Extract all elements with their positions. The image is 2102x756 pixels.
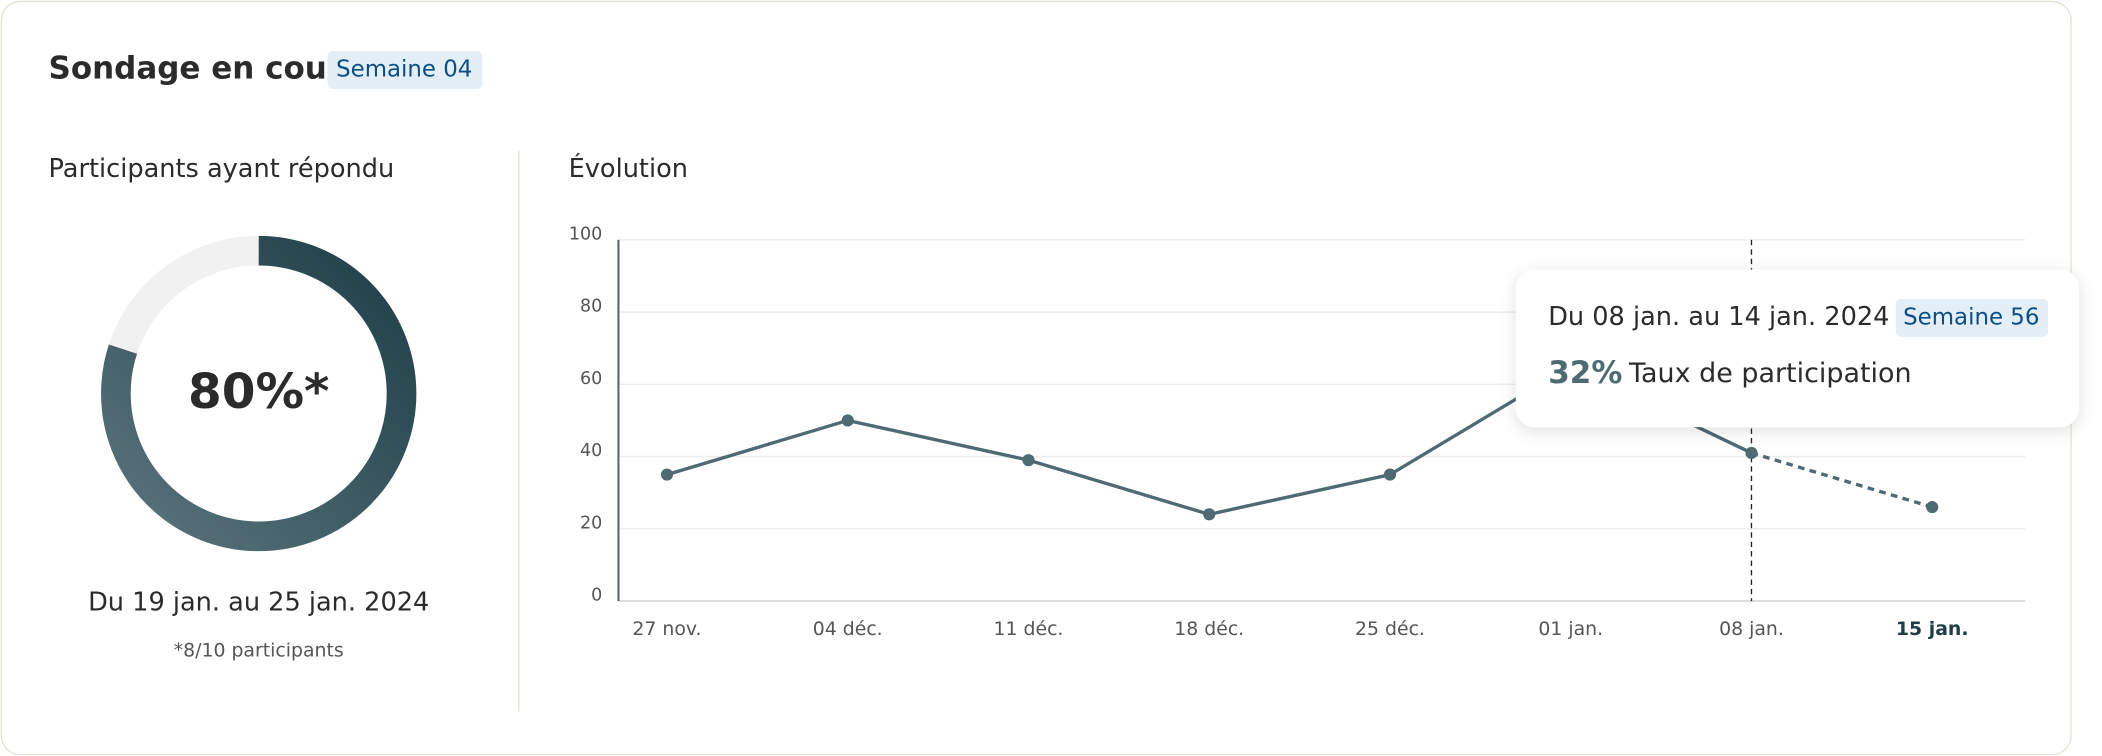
period: Du 19 jan. au 25 jan. 2024 [88, 588, 429, 618]
point [1926, 501, 1939, 514]
point [1745, 446, 1758, 460]
tooltip-badge-text: Semaine 56 [1903, 305, 2039, 331]
x-tick-label: 01 jan. [1538, 618, 1603, 640]
footnote: *8/10 participants [174, 639, 344, 661]
tooltip-value: 32% [1548, 355, 1622, 391]
y-tick-label: 80 [580, 297, 602, 317]
donut-label: 80%* [188, 364, 329, 420]
badge-text: Semaine 04 [336, 57, 472, 83]
point [660, 468, 674, 481]
card-title: Sondage en cours [49, 51, 361, 87]
y-tick-label: 100 [569, 224, 602, 244]
y-tick-label: 0 [591, 586, 602, 606]
chart-title: Évolution [569, 154, 688, 184]
y-tick-label: 40 [580, 441, 602, 461]
y-tick-label: 60 [580, 369, 602, 389]
tooltip-title: Du 08 jan. au 14 jan. 2024 [1548, 302, 1889, 332]
x-tick-label: 11 déc. [994, 618, 1064, 640]
donut-arc [101, 235, 417, 552]
x-tick-label: 25 déc. [1355, 618, 1425, 640]
tooltip-label: Taux de participation [1628, 358, 1912, 389]
badge [327, 51, 483, 89]
x-tick-label: 15 jan. [1896, 618, 1969, 640]
point [1022, 454, 1035, 467]
x-tick-label: 08 jan. [1719, 618, 1784, 640]
x-tick-label: 27 nov. [632, 618, 701, 640]
point [1203, 508, 1216, 521]
point [1383, 468, 1397, 481]
tooltip [1515, 269, 2080, 428]
x-tick-label: 18 déc. [1174, 618, 1244, 640]
x-tick-label: 04 déc. [813, 618, 883, 640]
tooltip-badge [1895, 299, 2049, 337]
point [841, 414, 854, 427]
y-tick-label: 20 [580, 513, 602, 533]
panel-title: Participants ayant répondu [49, 154, 395, 184]
